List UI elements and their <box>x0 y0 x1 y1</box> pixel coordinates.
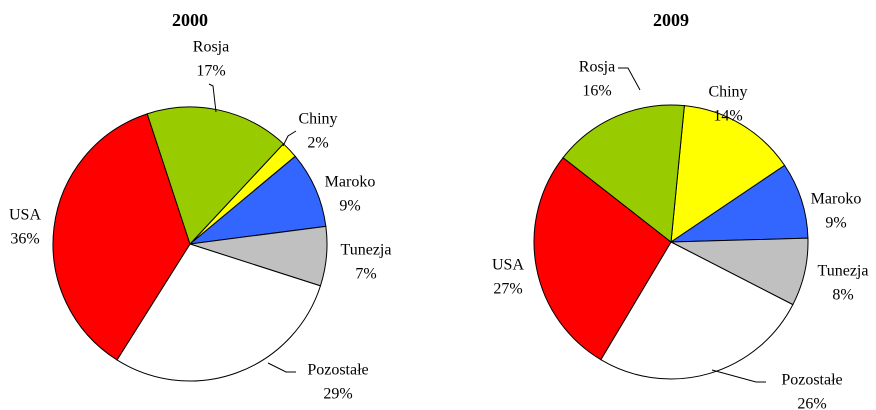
slice-value: 14% <box>713 108 742 125</box>
slice-label: Rosja <box>579 59 615 76</box>
leader-lines <box>208 67 766 383</box>
slice-value: 36% <box>10 231 39 248</box>
leader-line <box>618 67 641 91</box>
chart-title: 2009 <box>653 10 689 30</box>
slice-value: 27% <box>493 281 522 298</box>
pie-slice <box>670 105 786 244</box>
slice-label: Maroko <box>325 174 376 191</box>
slice-label: Rosja <box>193 39 229 56</box>
leader-line <box>208 83 217 113</box>
slice-label: Tunezja <box>341 242 392 259</box>
pie-slice <box>146 106 285 245</box>
slice-label: Pozostałe <box>781 372 842 389</box>
slice-value: 26% <box>797 396 826 410</box>
leader-line <box>267 362 296 373</box>
pie-slice <box>52 113 191 361</box>
slice-value: 8% <box>832 287 853 304</box>
slice-label: Tunezja <box>818 263 869 280</box>
pie-slice <box>533 156 672 361</box>
slice-value: 7% <box>355 266 376 283</box>
pie-slice <box>116 243 322 382</box>
chart-title: 2000 <box>172 10 208 30</box>
pie-slice <box>562 104 685 243</box>
slice-value: 29% <box>323 386 352 403</box>
slice-label: Chiny <box>298 111 337 128</box>
slice-value: 9% <box>339 198 360 215</box>
slice-label: USA <box>9 207 41 224</box>
slice-label: USA <box>492 257 524 274</box>
slice-label: Maroko <box>811 191 862 208</box>
pie-slice <box>600 241 794 380</box>
slice-label: Pozostałe <box>307 362 368 379</box>
slice-value: 16% <box>582 83 611 100</box>
slice-label: Chiny <box>708 84 747 101</box>
slice-value: 9% <box>825 215 846 232</box>
slice-value: 2% <box>307 135 328 152</box>
slice-value: 17% <box>196 63 225 80</box>
leader-line <box>711 369 766 383</box>
leader-line <box>282 130 297 147</box>
